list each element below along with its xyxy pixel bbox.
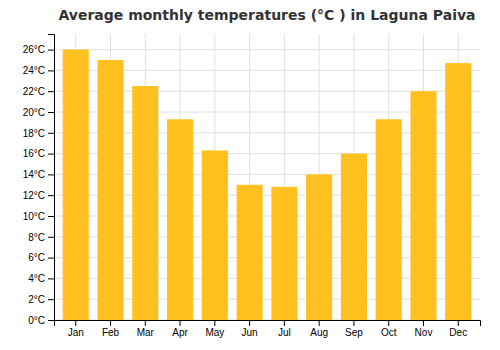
tick-label: 12°C (23, 190, 45, 201)
tick-label: 18°C (23, 128, 45, 139)
tick-mark (48, 216, 54, 217)
tick: 4°C (28, 273, 54, 284)
axis-line (55, 321, 481, 327)
tick-mark (319, 320, 320, 326)
tick-label: Apr (172, 327, 188, 338)
tick: 16°C (23, 148, 54, 159)
bar (306, 174, 332, 320)
tick-label: 20°C (23, 107, 45, 118)
tick-mark (48, 154, 54, 155)
tick: 20°C (23, 107, 54, 118)
tick-label: 0°C (28, 315, 45, 326)
tick-label: Jul (278, 327, 291, 338)
tick-label: Sep (345, 327, 363, 338)
tick-mark (75, 320, 76, 326)
grid (54, 34, 480, 320)
tick-mark (388, 320, 389, 326)
bar (271, 187, 297, 320)
tick: 26°C (23, 44, 54, 55)
tick: Feb (102, 320, 120, 338)
tick-label: 26°C (23, 44, 45, 55)
tick-label: Jan (68, 327, 84, 338)
tick-label: May (205, 327, 224, 338)
grid-line (54, 49, 480, 50)
tick-label: Aug (310, 327, 328, 338)
tick: Mar (137, 320, 155, 338)
tick: Jun (242, 320, 258, 338)
tick: May (205, 320, 224, 338)
tick: 12°C (23, 190, 54, 201)
tick: Dec (449, 320, 467, 338)
tick-mark (48, 237, 54, 238)
tick: 2°C (28, 294, 54, 305)
tick-mark (353, 320, 354, 326)
tick: 6°C (28, 252, 54, 263)
bar (237, 185, 263, 320)
tick: Apr (172, 320, 188, 338)
tick-label: Jun (242, 327, 258, 338)
tick: Jan (68, 320, 84, 338)
tick-label: 6°C (28, 252, 45, 263)
bar (132, 86, 158, 320)
tick: 14°C (23, 169, 54, 180)
tick-mark (180, 320, 181, 326)
tick-mark (145, 320, 146, 326)
tick-mark (48, 320, 54, 321)
tick-label: Oct (381, 327, 397, 338)
tick-mark (48, 174, 54, 175)
tick-label: 8°C (28, 232, 45, 243)
axis-line (48, 35, 55, 321)
tick-mark (48, 195, 54, 196)
tick-mark (48, 112, 54, 113)
chart: Jan Feb Mar Apr May Jun Jul Aug Sep Oct Nov Dec 0°C 2… (0, 0, 500, 350)
tick-mark (48, 278, 54, 279)
bar (97, 60, 123, 320)
tick-mark (48, 70, 54, 71)
tick: Aug (310, 320, 328, 338)
tick-mark (48, 258, 54, 259)
tick: 8°C (28, 232, 54, 243)
bar (341, 154, 367, 320)
tick-label: 16°C (23, 148, 45, 159)
tick-label: 4°C (28, 273, 45, 284)
title: Average monthly temperatures (°C ) in La… (58, 7, 475, 23)
tick-label: 10°C (23, 211, 45, 222)
tick-mark (214, 320, 215, 326)
tick-mark (48, 133, 54, 134)
tick-label: 22°C (23, 86, 45, 97)
tick-mark (48, 50, 54, 51)
tick: Sep (345, 320, 363, 338)
bar (445, 63, 471, 320)
bar (410, 91, 436, 320)
tick-label: Feb (102, 327, 120, 338)
tick-label: 14°C (23, 169, 45, 180)
bar (202, 150, 228, 320)
bar (167, 119, 193, 320)
tick-mark (249, 320, 250, 326)
tick: 22°C (23, 86, 54, 97)
tick: 0°C (28, 315, 54, 326)
tick-mark (48, 299, 54, 300)
tick: Nov (415, 320, 433, 338)
tick-mark (284, 320, 285, 326)
y-axis: 0°C 2°C 4°C 6°C 8°C 10°C 12°C 14°C 16°C 18°C 20°C 2… (23, 35, 55, 326)
tick: 18°C (23, 128, 54, 139)
tick-label: 24°C (23, 65, 45, 76)
bar (63, 50, 89, 320)
tick: Oct (381, 320, 397, 338)
tick-mark (110, 320, 111, 326)
tick-mark (48, 91, 54, 92)
tick-label: Mar (137, 327, 155, 338)
tick: 24°C (23, 65, 54, 76)
x-axis: Jan Feb Mar Apr May Jun Jul Aug Sep Oct Nov Dec (55, 320, 481, 338)
tick: Jul (278, 320, 291, 338)
tick-mark (458, 320, 459, 326)
tick-label: Nov (415, 327, 433, 338)
tick-mark (423, 320, 424, 326)
bar (376, 119, 402, 320)
tick-label: 2°C (28, 294, 45, 305)
tick-label: Dec (449, 327, 467, 338)
tick: 10°C (23, 211, 54, 222)
bars (63, 50, 472, 320)
